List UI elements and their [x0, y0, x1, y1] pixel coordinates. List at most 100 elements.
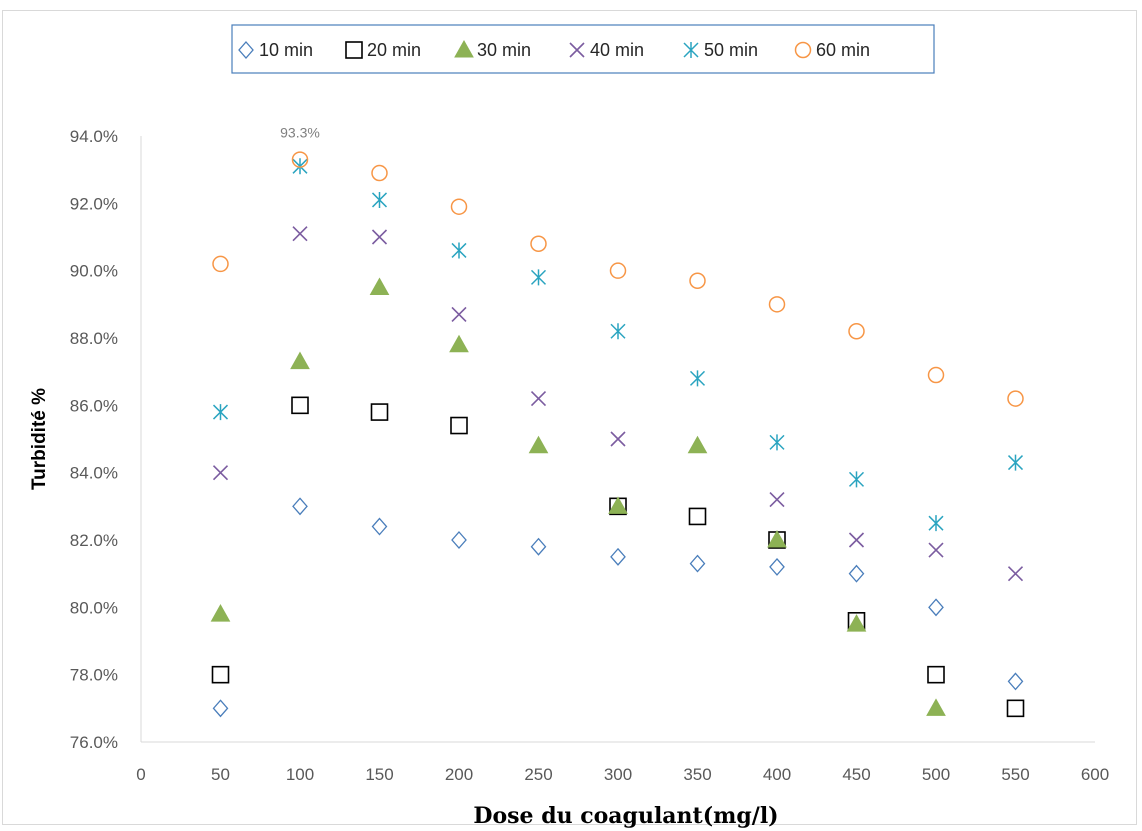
legend-marker [345, 41, 363, 59]
data-point [927, 665, 945, 684]
data-point [848, 471, 865, 488]
series-50-min [212, 158, 1024, 532]
y-tick-label: 94.0% [70, 127, 118, 146]
x-tick-label: 500 [922, 765, 950, 784]
data-point [928, 598, 944, 617]
data-point [371, 191, 388, 208]
chart-frame [2, 10, 1137, 825]
legend-entry: 10 min [259, 40, 313, 60]
x-tick-label: 450 [842, 765, 870, 784]
data-point [1007, 390, 1024, 407]
data-point [292, 497, 308, 516]
data-point [848, 323, 865, 340]
x-tick-label: 350 [683, 765, 711, 784]
data-point [371, 164, 388, 182]
data-point [689, 370, 706, 387]
x-tick-label: 250 [524, 765, 552, 784]
legend: 10 min 20 min 30 min 40 min 50 min 60 min [231, 24, 935, 74]
data-point [689, 272, 706, 290]
data-point [211, 665, 230, 684]
x-axis-title: Dose du coagulant(mg/l) [473, 803, 778, 829]
series-60-min [212, 151, 1024, 407]
data-point [449, 334, 469, 353]
data-point [928, 515, 944, 532]
data-point [687, 435, 708, 454]
axes [140, 136, 1095, 743]
data-point [451, 531, 467, 549]
tick-labels: 0 50 100 150 200 250 300 350 400 450 500 550 600 76.0… [70, 127, 1109, 784]
data-point [1007, 672, 1024, 691]
series-40-min [212, 226, 1024, 582]
data-point [769, 434, 785, 451]
series-30-min [210, 277, 946, 716]
x-tick-label: 400 [763, 765, 791, 784]
data-point [848, 532, 865, 548]
data-point [608, 496, 628, 514]
legend-entry: 60 min [816, 40, 870, 60]
data-point [291, 151, 309, 168]
legend-box [231, 24, 935, 74]
data-point [769, 492, 785, 508]
legend-marker [454, 39, 474, 58]
legend-entry: 40 min [590, 40, 644, 60]
x-tick-label: 600 [1081, 765, 1109, 784]
y-tick-label: 92.0% [70, 194, 118, 213]
data-point [1006, 699, 1025, 718]
data-point [1007, 566, 1024, 582]
data-point [290, 351, 310, 370]
legend-marker [569, 42, 585, 58]
data-point [370, 403, 389, 421]
data-marks [210, 151, 1025, 718]
data-point [292, 226, 308, 242]
data-point [212, 699, 229, 718]
y-tick-label: 80.0% [70, 598, 118, 617]
data-point [609, 262, 627, 279]
data-point [371, 517, 388, 536]
y-tick-label: 84.0% [70, 464, 118, 483]
data-point [926, 698, 946, 716]
series-10-min [212, 497, 1024, 718]
data-point [610, 431, 626, 447]
legend-marker [238, 41, 254, 59]
legend-marker [794, 41, 812, 59]
x-tick-label: 550 [1001, 765, 1029, 784]
data-point [371, 229, 388, 245]
data-point [530, 391, 547, 407]
data-point [688, 507, 707, 526]
x-tick-label: 100 [286, 765, 314, 784]
x-tick-label: 300 [604, 765, 632, 784]
y-tick-label: 76.0% [70, 733, 118, 752]
y-tick-label: 90.0% [70, 262, 118, 281]
y-tick-label: 82.0% [70, 531, 118, 550]
data-point [212, 255, 229, 273]
data-point [769, 557, 785, 576]
data-point [927, 366, 945, 384]
data-point [530, 537, 547, 556]
y-tick-label: 86.0% [70, 396, 118, 415]
data-point [848, 564, 865, 583]
legend-marker [683, 42, 699, 58]
legend-entry: 20 min [367, 40, 421, 60]
y-axis-title: Turbidité % [29, 388, 50, 490]
data-point [610, 547, 626, 566]
data-point [212, 465, 229, 481]
data-point [450, 416, 468, 435]
legend-entry: 30 min [477, 40, 531, 60]
data-point [212, 404, 229, 421]
data-point [451, 242, 467, 259]
data-point [610, 323, 626, 340]
data-point [689, 554, 706, 573]
data-point [451, 306, 467, 322]
data-point [767, 529, 787, 548]
data-point [369, 277, 390, 295]
x-tick-label: 150 [365, 765, 393, 784]
data-point [928, 542, 944, 558]
x-tick-label: 200 [445, 765, 473, 784]
data-point [1007, 454, 1024, 471]
data-point [210, 604, 231, 622]
y-tick-label: 88.0% [70, 329, 118, 348]
series-20-min [211, 396, 1025, 718]
data-point [292, 158, 308, 175]
data-point [528, 435, 549, 454]
